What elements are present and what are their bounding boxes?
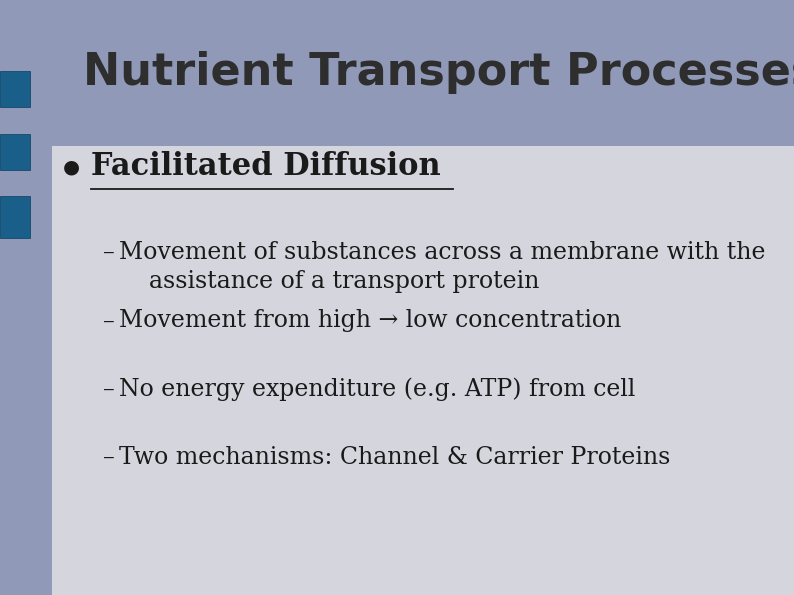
Text: Two mechanisms: Channel & Carrier Proteins: Two mechanisms: Channel & Carrier Protei… [119, 446, 670, 469]
Text: Movement of substances across a membrane with the
    assistance of a transport : Movement of substances across a membrane… [119, 241, 765, 293]
Bar [0, 0, 794, 146]
Text: –: – [103, 309, 115, 333]
Text: –: – [103, 378, 115, 401]
Text: Movement from high → low concentration: Movement from high → low concentration [119, 309, 622, 333]
Text: ●: ● [63, 157, 80, 176]
Text: No energy expenditure (e.g. ATP) from cell: No energy expenditure (e.g. ATP) from ce… [119, 378, 635, 402]
Text: Nutrient Transport Processes: Nutrient Transport Processes [83, 51, 794, 95]
Bar [0, 196, 30, 238]
Text: –: – [103, 241, 115, 264]
Bar [0, 0, 52, 595]
Text: –: – [103, 446, 115, 469]
Bar [0, 134, 30, 170]
Text: Facilitated Diffusion: Facilitated Diffusion [91, 151, 441, 182]
Bar [0, 71, 30, 107]
